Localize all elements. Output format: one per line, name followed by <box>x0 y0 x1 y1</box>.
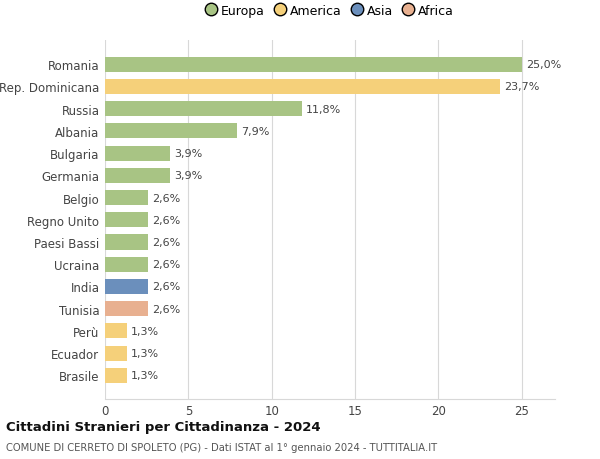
Bar <box>105 213 148 228</box>
Text: 25,0%: 25,0% <box>526 60 561 70</box>
Legend: Europa, America, Asia, Africa: Europa, America, Asia, Africa <box>206 5 454 17</box>
Text: 7,9%: 7,9% <box>241 127 269 137</box>
Text: 3,9%: 3,9% <box>174 149 202 159</box>
Text: 2,6%: 2,6% <box>152 304 181 314</box>
Text: 2,6%: 2,6% <box>152 215 181 225</box>
Bar <box>105 57 521 73</box>
Text: 11,8%: 11,8% <box>306 105 341 114</box>
Bar <box>105 168 170 184</box>
Text: Cittadini Stranieri per Cittadinanza - 2024: Cittadini Stranieri per Cittadinanza - 2… <box>6 420 320 433</box>
Bar <box>105 368 127 383</box>
Bar <box>105 324 127 339</box>
Text: 2,6%: 2,6% <box>152 193 181 203</box>
Bar <box>105 190 148 206</box>
Text: 23,7%: 23,7% <box>504 82 539 92</box>
Bar <box>105 279 148 294</box>
Text: 1,3%: 1,3% <box>131 370 159 381</box>
Bar <box>105 80 500 95</box>
Text: 2,6%: 2,6% <box>152 237 181 247</box>
Bar <box>105 146 170 162</box>
Bar <box>105 124 236 139</box>
Text: COMUNE DI CERRETO DI SPOLETO (PG) - Dati ISTAT al 1° gennaio 2024 - TUTTITALIA.I: COMUNE DI CERRETO DI SPOLETO (PG) - Dati… <box>6 442 437 452</box>
Text: 3,9%: 3,9% <box>174 171 202 181</box>
Text: 2,6%: 2,6% <box>152 260 181 269</box>
Text: 1,3%: 1,3% <box>131 348 159 358</box>
Bar <box>105 257 148 272</box>
Bar <box>105 346 127 361</box>
Bar <box>105 102 302 117</box>
Text: 2,6%: 2,6% <box>152 282 181 292</box>
Bar <box>105 235 148 250</box>
Bar <box>105 302 148 317</box>
Text: 1,3%: 1,3% <box>131 326 159 336</box>
